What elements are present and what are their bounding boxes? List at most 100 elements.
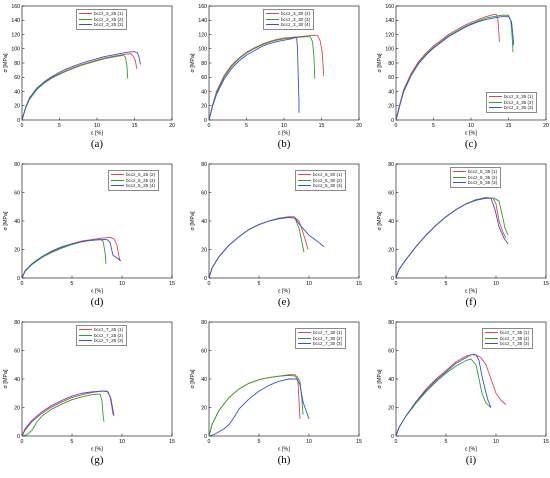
series-line-2 [395, 358, 492, 437]
panel-label: (i) [465, 454, 477, 466]
legend-swatch [453, 176, 466, 178]
x-tick-label: 10 [306, 281, 312, 287]
legend: bccz_5_35 (1) bccz_5_35 (2) bccz_5_35 (3) [450, 167, 502, 188]
panel-label: (a) [90, 138, 104, 150]
chart-panel-1: 0 20 40 60 80 100 120 140 160 0 5 10 15 20 ε [%] σ [MPa… [3, 4, 175, 137]
legend: bccz_3_35 (1) bccz_3_35 (2) bccz_3_35 (3) [486, 92, 538, 113]
legend-label: bccz_7_35 (2) [500, 335, 530, 341]
x-tick-label: 15 [132, 123, 138, 129]
legend-item: bccz_7_25 (1) [79, 327, 123, 333]
legend-swatch [79, 334, 92, 336]
panel-label: (h) [277, 454, 291, 466]
legend-swatch [111, 174, 124, 176]
y-axis-title: σ [MPa] [3, 53, 9, 72]
x-tick-label: 10 [306, 439, 312, 445]
series-line-3 [395, 354, 492, 437]
series-line-2 [208, 374, 304, 437]
legend: bccz_5_30 (1) bccz_5_30 (2) bccz_5_30 (3) [295, 170, 347, 191]
legend-label: bccz_5_35 (1) [468, 169, 498, 174]
series-line-2 [208, 216, 305, 279]
legend-label: bccz_7_25 (1) [94, 327, 124, 332]
x-axis-title: ε [%] [91, 131, 103, 137]
series-line-2 [395, 197, 509, 279]
legend-label: bccz_5_30 (2) [313, 177, 343, 183]
y-tick-label: 40 [14, 219, 20, 225]
panel-label: (d) [90, 296, 104, 308]
legend-swatch [111, 179, 124, 181]
legend-item: bccz_3_35 (1) [489, 94, 533, 100]
legend-item: bccz_5_25 (2) [111, 172, 155, 178]
x-tick-label: 20 [543, 123, 549, 129]
series-line-3 [208, 216, 325, 279]
panel-label: (f) [465, 296, 477, 308]
y-tick-label: 80 [14, 61, 20, 67]
y-tick-label: 20 [14, 405, 20, 411]
legend-label: bccz_7_30 (1) [313, 330, 343, 335]
legend-label: bccz_7_25 (2) [94, 332, 124, 338]
y-tick-label: 0 [204, 434, 207, 440]
y-tick-label: 60 [201, 348, 207, 354]
x-tick-label: 0 [395, 123, 398, 129]
x-tick-label: 15 [319, 123, 325, 129]
series-line-2 [21, 54, 129, 121]
y-tick-label: 60 [388, 348, 394, 354]
y-tick-label: 80 [14, 162, 20, 168]
y-tick-label: 20 [201, 405, 207, 411]
legend: bccz_7_25 (1) bccz_7_25 (2) bccz_7_25 (3) [76, 325, 128, 346]
x-tick-label: 5 [71, 281, 74, 287]
x-tick-label: 5 [258, 439, 261, 445]
chart-panel-3: 0 20 40 60 80 100 120 140 160 0 5 10 15 20 ε [%] σ [MPa… [377, 4, 549, 136]
y-tick-label: 60 [14, 75, 20, 81]
chart-panel-8: 0 20 40 60 80 0 5 10 15 ε [%] σ [MPa] [190, 320, 362, 452]
y-tick-label: 140 [11, 18, 20, 24]
x-tick-label: 5 [245, 123, 248, 129]
y-tick-label: 40 [14, 89, 20, 95]
y-tick-label: 140 [385, 18, 394, 24]
chart-panel-4: 0 20 40 60 80 0 5 10 15 ε [%] σ [MPa] [3, 162, 175, 294]
chart-panel-6: 0 20 40 60 80 0 5 10 15 ε [%] σ [MPa] [377, 162, 549, 294]
x-tick-label: 5 [445, 439, 448, 445]
y-tick-label: 80 [201, 162, 207, 168]
y-axis-title: σ [MPa] [190, 369, 196, 388]
y-tick-label: 0 [204, 118, 207, 124]
legend-label: bccz_5_35 (2) [468, 174, 498, 180]
legend-label: bccz_5_25 (2) [126, 172, 156, 177]
y-axis-title: σ [MPa] [190, 211, 196, 230]
x-tick-label: 10 [493, 281, 499, 287]
series-line-3 [208, 378, 310, 437]
y-axis-title: σ [MPa] [190, 53, 196, 72]
legend-item: bccz_7_25 (2) [79, 333, 123, 339]
x-tick-label: 10 [281, 123, 287, 129]
legend-item: bccz_3_35 (3) [489, 105, 533, 111]
x-tick-label: 15 [356, 281, 362, 287]
legend-swatch [485, 337, 498, 339]
legend-item: bccz_7_30 (3) [298, 341, 342, 347]
legend-item: bccz_3_25 (2) [79, 17, 123, 23]
y-tick-label: 80 [388, 162, 394, 168]
y-tick-label: 160 [11, 4, 20, 10]
x-axis-title: ε [%] [91, 447, 103, 453]
legend-item: bccz_5_25 (3) [111, 178, 155, 184]
legend-item: bccz_7_30 (2) [298, 336, 342, 342]
x-tick-label: 20 [356, 123, 362, 129]
legend-label: bccz_7_35 (3) [500, 341, 530, 347]
x-tick-label: 15 [169, 281, 175, 287]
legend-swatch [266, 18, 279, 20]
y-tick-label: 0 [204, 276, 207, 282]
legend-item: bccz_7_35 (3) [485, 341, 529, 347]
x-tick-label: 0 [395, 281, 398, 287]
y-tick-label: 40 [388, 219, 394, 225]
x-tick-label: 5 [445, 281, 448, 287]
x-tick-label: 15 [506, 123, 512, 129]
series-line-1 [395, 353, 507, 437]
y-tick-label: 0 [17, 276, 20, 282]
x-tick-label: 0 [21, 439, 24, 445]
legend-swatch [79, 18, 92, 20]
y-tick-label: 20 [388, 405, 394, 411]
legend-label: bccz_3_35 (1) [504, 94, 534, 99]
legend: bccz_3_30 (2) bccz_3_30 (3) bccz_3_30 (4) [263, 9, 315, 30]
x-tick-label: 10 [94, 123, 100, 129]
y-tick-label: 160 [385, 4, 394, 10]
series-line-1 [395, 197, 507, 279]
y-tick-label: 20 [388, 247, 394, 253]
